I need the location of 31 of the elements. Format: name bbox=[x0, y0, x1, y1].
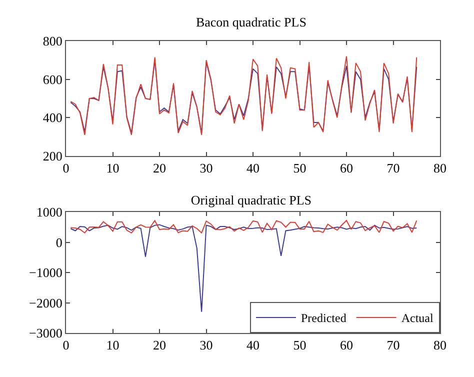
x-tick-label: 70 bbox=[386, 338, 400, 353]
x-tick-label: 30 bbox=[200, 338, 213, 353]
y-tick-label: −3000 bbox=[29, 326, 62, 341]
y-tick-label: 200 bbox=[42, 148, 62, 164]
line-series bbox=[70, 220, 418, 234]
x-tick-label: 50 bbox=[293, 160, 306, 176]
y-tick-label: −2000 bbox=[29, 295, 62, 310]
x-tick-label: 20 bbox=[153, 160, 166, 176]
y-tick-label: 0 bbox=[56, 234, 62, 250]
y-tick-label: 600 bbox=[42, 72, 62, 87]
x-tick-label: 60 bbox=[340, 338, 353, 353]
chart-title: Original quadratic PLS bbox=[190, 192, 312, 208]
y-tick-label: 800 bbox=[42, 34, 62, 49]
y-tick-label: −1000 bbox=[29, 265, 62, 280]
x-tick-label: 60 bbox=[340, 160, 353, 176]
x-tick-label: 10 bbox=[106, 338, 120, 353]
y-tick-label: 400 bbox=[42, 110, 62, 126]
x-tick-label: 20 bbox=[153, 338, 166, 353]
y-tick-label: 1000 bbox=[36, 204, 62, 220]
chart-title: Bacon quadratic PLS bbox=[196, 14, 306, 30]
x-tick-label: 40 bbox=[246, 338, 260, 353]
x-tick-label: 50 bbox=[293, 338, 306, 353]
x-tick-label: 80 bbox=[434, 338, 446, 353]
x-tick-label: 30 bbox=[200, 160, 213, 176]
x-tick-label: 10 bbox=[106, 160, 120, 176]
legend-label: Predicted bbox=[301, 311, 346, 326]
line-series bbox=[70, 224, 418, 312]
x-tick-label: 70 bbox=[386, 160, 400, 176]
x-tick-label: 40 bbox=[246, 160, 260, 176]
legend-label: Actual bbox=[401, 311, 434, 326]
x-tick-label: 80 bbox=[434, 160, 446, 176]
